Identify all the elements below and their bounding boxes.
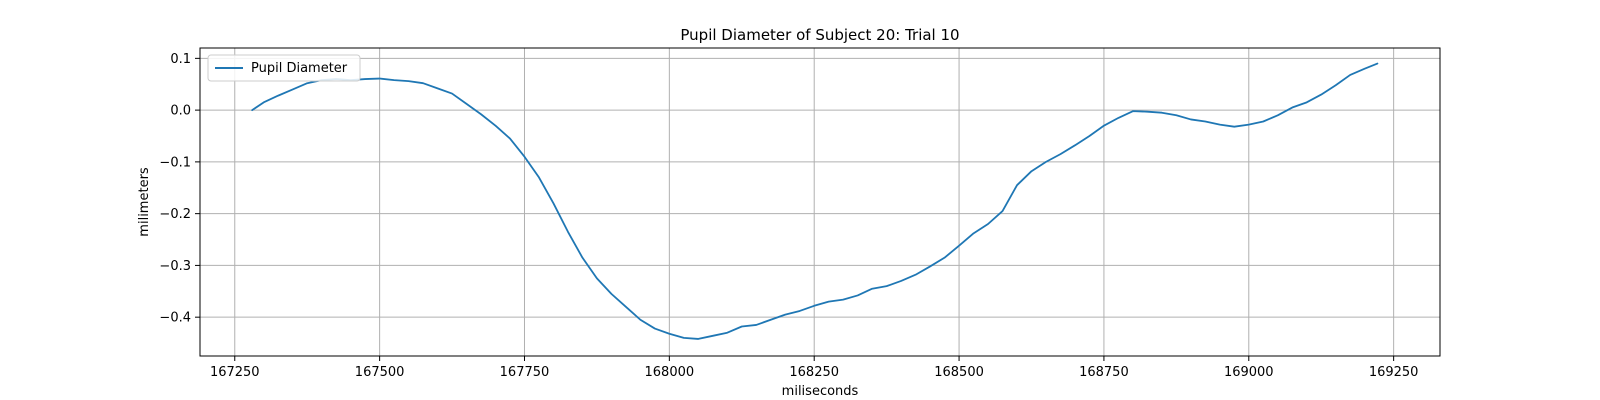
y-tick-label: −0.3 [159,259,191,274]
ticks-layer: 167250 167500 167750 168000 168250 168500 1687… [159,52,1418,380]
x-tick-label: 169000 [1224,365,1274,380]
chart-title: Pupil Diameter of Subject 20: Trial 10 [680,26,959,44]
legend-label: Pupil Diameter [251,61,348,76]
y-tick-label: 0.0 [170,104,191,119]
y-tick-label: −0.4 [159,311,191,326]
x-tick-label: 168000 [645,365,695,380]
legend-box [207,54,361,82]
plot-frame [199,47,1441,357]
x-tick-label: 167500 [355,365,405,380]
x-tick-label: 167250 [210,365,260,380]
y-tick-label: −0.1 [159,155,191,170]
x-tick-label: 168250 [789,365,839,380]
series-layer [251,62,1379,340]
x-tick-label: 169250 [1369,365,1419,380]
y-tick-label: 0.1 [170,52,191,67]
legend: Pupil Diameter [207,54,361,82]
y-tick-label: −0.2 [159,207,191,222]
x-tick-label: 167750 [500,365,550,380]
x-tick-label: 168750 [1079,365,1129,380]
series-line-pupil-diameter [251,62,1379,340]
grid-layer [200,48,1440,356]
y-axis-label: milimeters [137,167,152,237]
x-axis-label: miliseconds [782,384,859,399]
x-tick-label: 168500 [934,365,984,380]
